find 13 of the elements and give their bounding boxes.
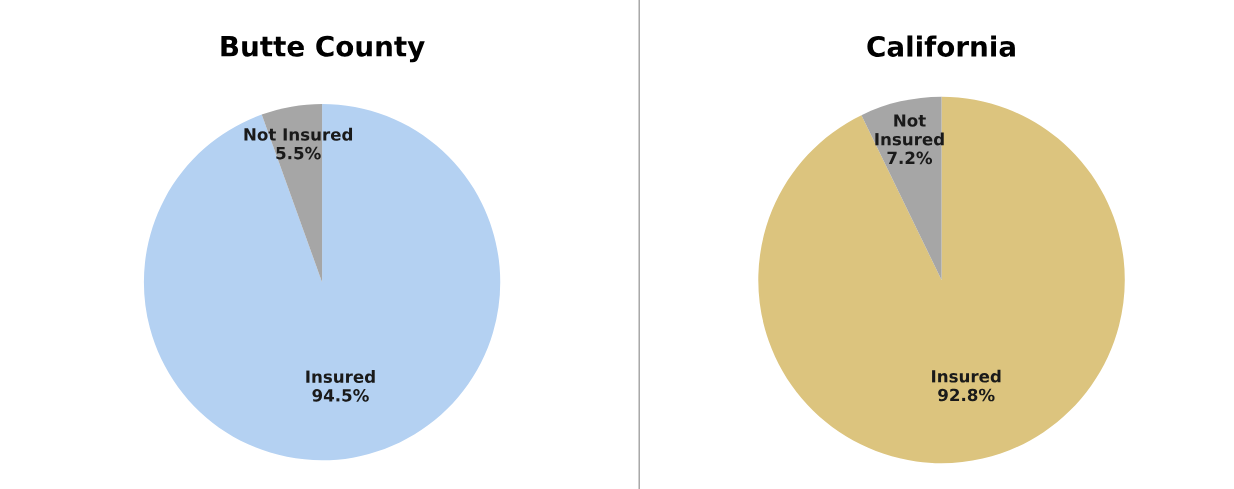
data-label: 92.8% — [938, 388, 995, 402]
data-label: 94.5% — [312, 389, 369, 402]
pie-slice — [758, 96, 1125, 464]
pie-slice — [143, 103, 501, 461]
pie-slice — [861, 96, 942, 280]
data-label: 7.2% — [887, 151, 933, 165]
slice-label: Not Insured — [244, 127, 353, 141]
chart-title: California — [867, 35, 1015, 57]
slice-label: Insured — [932, 369, 1001, 383]
slice-label: Not Insured — [875, 114, 944, 146]
chart-title: Butte County — [221, 35, 425, 63]
slice-label: Insured — [306, 370, 375, 383]
data-label: 5.5% — [276, 146, 321, 160]
